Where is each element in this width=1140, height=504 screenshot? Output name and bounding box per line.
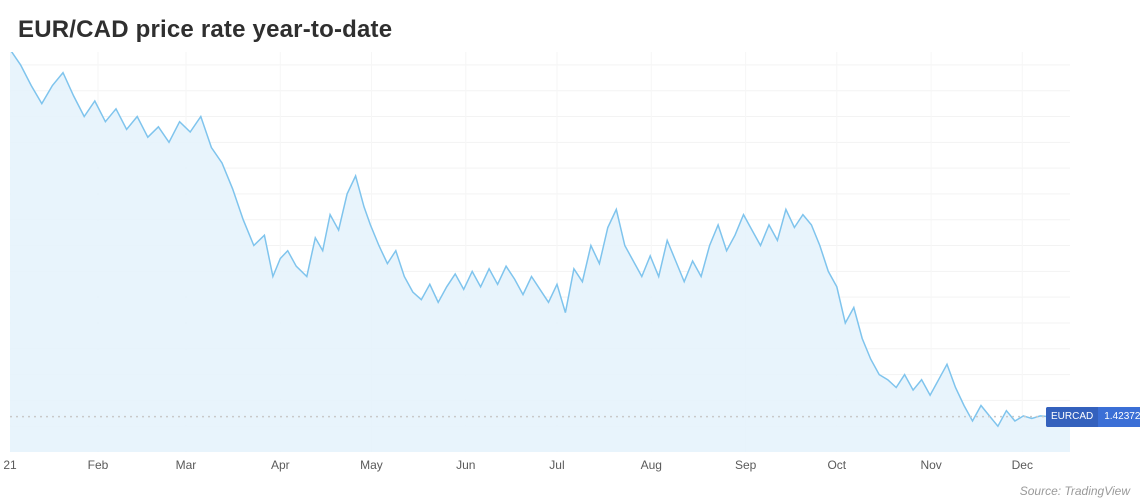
x-tick-label: Apr <box>271 458 290 472</box>
x-tick-label: Aug <box>641 458 662 472</box>
x-tick-label: Feb <box>88 458 109 472</box>
x-tick-label: Sep <box>735 458 756 472</box>
x-tick-label: Oct <box>827 458 846 472</box>
x-tick-label: Nov <box>920 458 941 472</box>
x-axis: 21FebMarAprMayJunJulAugSepOctNovDec <box>10 458 1070 478</box>
x-tick-label: 21 <box>3 458 16 472</box>
badge-symbol: EURCAD <box>1046 407 1098 427</box>
x-tick-label: May <box>360 458 383 472</box>
badge-value: 1.42372 <box>1098 411 1140 422</box>
x-tick-label: Dec <box>1012 458 1033 472</box>
x-tick-label: Mar <box>176 458 197 472</box>
current-price-badge: EURCAD 1.42372 <box>1046 407 1140 427</box>
source-attribution: Source: TradingView <box>1020 484 1130 498</box>
chart-title: EUR/CAD price rate year-to-date <box>0 0 1140 44</box>
chart-area <box>10 52 1070 452</box>
x-tick-label: Jul <box>549 458 564 472</box>
line-chart <box>10 52 1070 452</box>
x-tick-label: Jun <box>456 458 475 472</box>
